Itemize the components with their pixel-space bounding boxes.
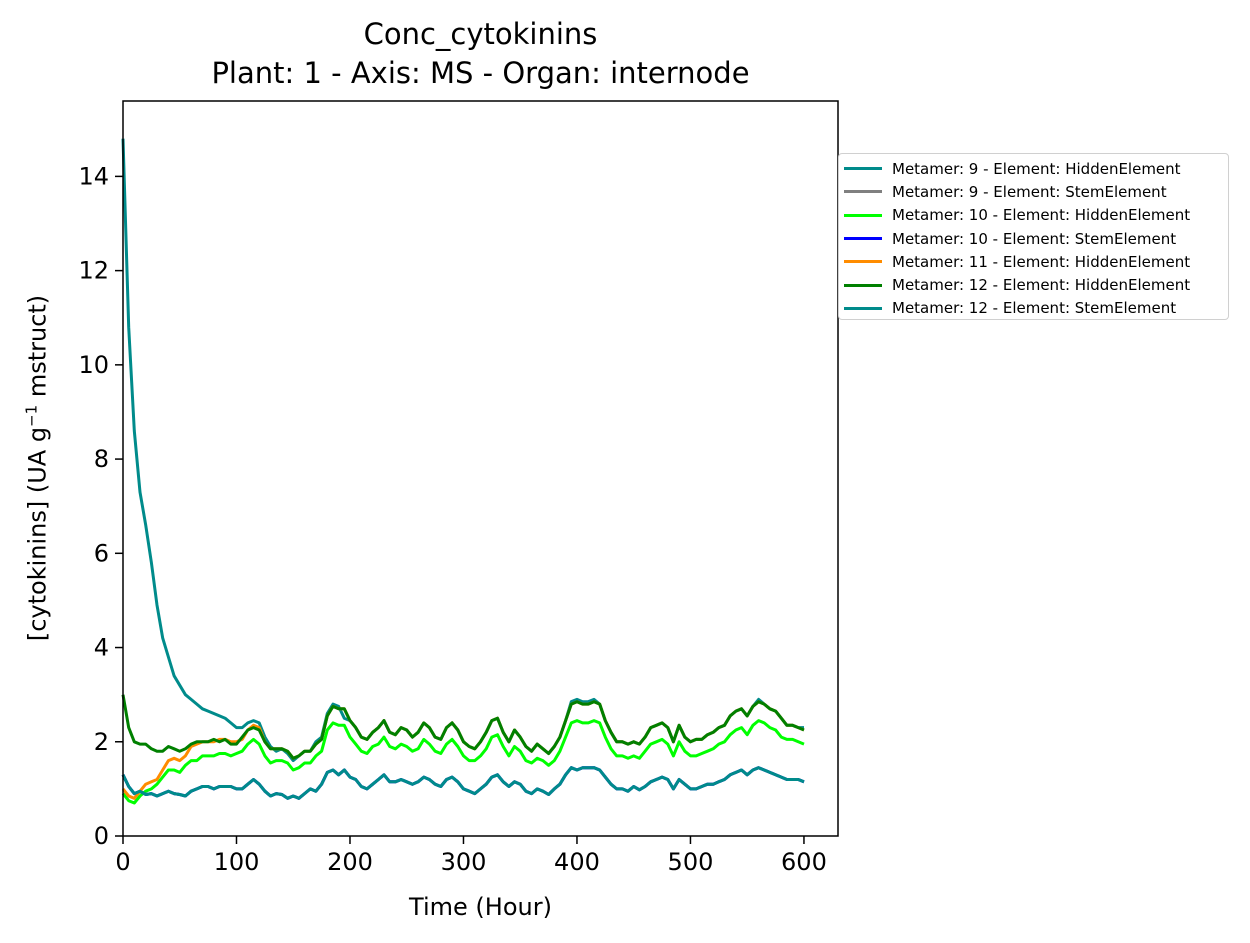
legend-swatch (844, 167, 882, 171)
chart-subtitle: Plant: 1 - Axis: MS - Organ: internode (211, 56, 750, 90)
y-tick-label: 12 (78, 257, 109, 285)
series-line-1 (121, 138, 804, 763)
legend-label: Metamer: 11 - Element: HiddenElement (892, 252, 1191, 271)
legend-item: Metamer: 12 - Element: StemElement (844, 297, 1228, 320)
y-axis-label-main: [cytokinins] (UA g (23, 426, 52, 642)
y-axis-label-exponent: −1 (22, 404, 41, 427)
legend-swatch (844, 213, 882, 217)
legend-label: Metamer: 12 - Element: HiddenElement (892, 276, 1191, 295)
legend: Metamer: 9 - Element: HiddenElement Metam… (838, 153, 1229, 320)
x-tick-label: 200 (327, 848, 373, 876)
x-tick-label: 0 (115, 848, 130, 876)
chart-title: Conc_cytokinins (363, 17, 598, 51)
y-tick-label: 6 (94, 539, 109, 567)
x-tick-label: 300 (441, 848, 487, 876)
x-axis-label: Time (Hour) (409, 893, 552, 921)
y-tick-label: 14 (78, 162, 109, 190)
legend-label: Metamer: 9 - Element: HiddenElement (892, 159, 1181, 178)
series-line-2 (121, 766, 805, 800)
legend-item: Metamer: 9 - Element: StemElement (844, 180, 1228, 203)
legend-swatch (844, 306, 882, 310)
series-line-6 (121, 694, 805, 760)
legend-label: Metamer: 12 - Element: StemElement (892, 299, 1177, 318)
series-line-3 (121, 719, 805, 805)
series-layer (121, 138, 805, 805)
y-axis-label: [cytokinins] (UA g−1 mstruct) (23, 295, 52, 641)
legend-swatch (844, 283, 882, 287)
y-tick-label: 0 (94, 822, 109, 850)
legend-item: Metamer: 10 - Element: HiddenElement (844, 204, 1228, 227)
x-tick-label: 500 (668, 848, 714, 876)
series-line-4 (121, 766, 805, 800)
legend-item: Metamer: 11 - Element: HiddenElement (844, 250, 1228, 273)
axes-frame (122, 100, 839, 837)
legend-label: Metamer: 10 - Element: HiddenElement (892, 206, 1191, 225)
legend-swatch (844, 260, 882, 264)
legend-label: Metamer: 10 - Element: StemElement (892, 229, 1177, 248)
legend-item: Metamer: 12 - Element: HiddenElement (844, 273, 1228, 296)
x-tick-label: 600 (781, 848, 827, 876)
legend-swatch (844, 237, 882, 241)
series-line-5 (121, 700, 805, 800)
legend-item: Metamer: 9 - Element: HiddenElement (844, 157, 1228, 180)
y-tick-label: 2 (94, 728, 109, 756)
y-tick-label: 8 (94, 445, 109, 473)
legend-item: Metamer: 10 - Element: StemElement (844, 227, 1228, 250)
ticks-layer: 0 100 200 300 400 500 600 0 2 4 6 8 10 12 14 (78, 162, 826, 876)
legend-label: Metamer: 9 - Element: StemElement (892, 182, 1167, 201)
x-tick-label: 100 (214, 848, 260, 876)
legend-swatch (844, 190, 882, 194)
x-tick-label: 400 (554, 848, 600, 876)
y-axis-label-tail: mstruct) (23, 294, 52, 405)
y-tick-label: 4 (94, 634, 109, 662)
series-line-7 (121, 766, 805, 800)
y-tick-label: 10 (78, 351, 109, 379)
